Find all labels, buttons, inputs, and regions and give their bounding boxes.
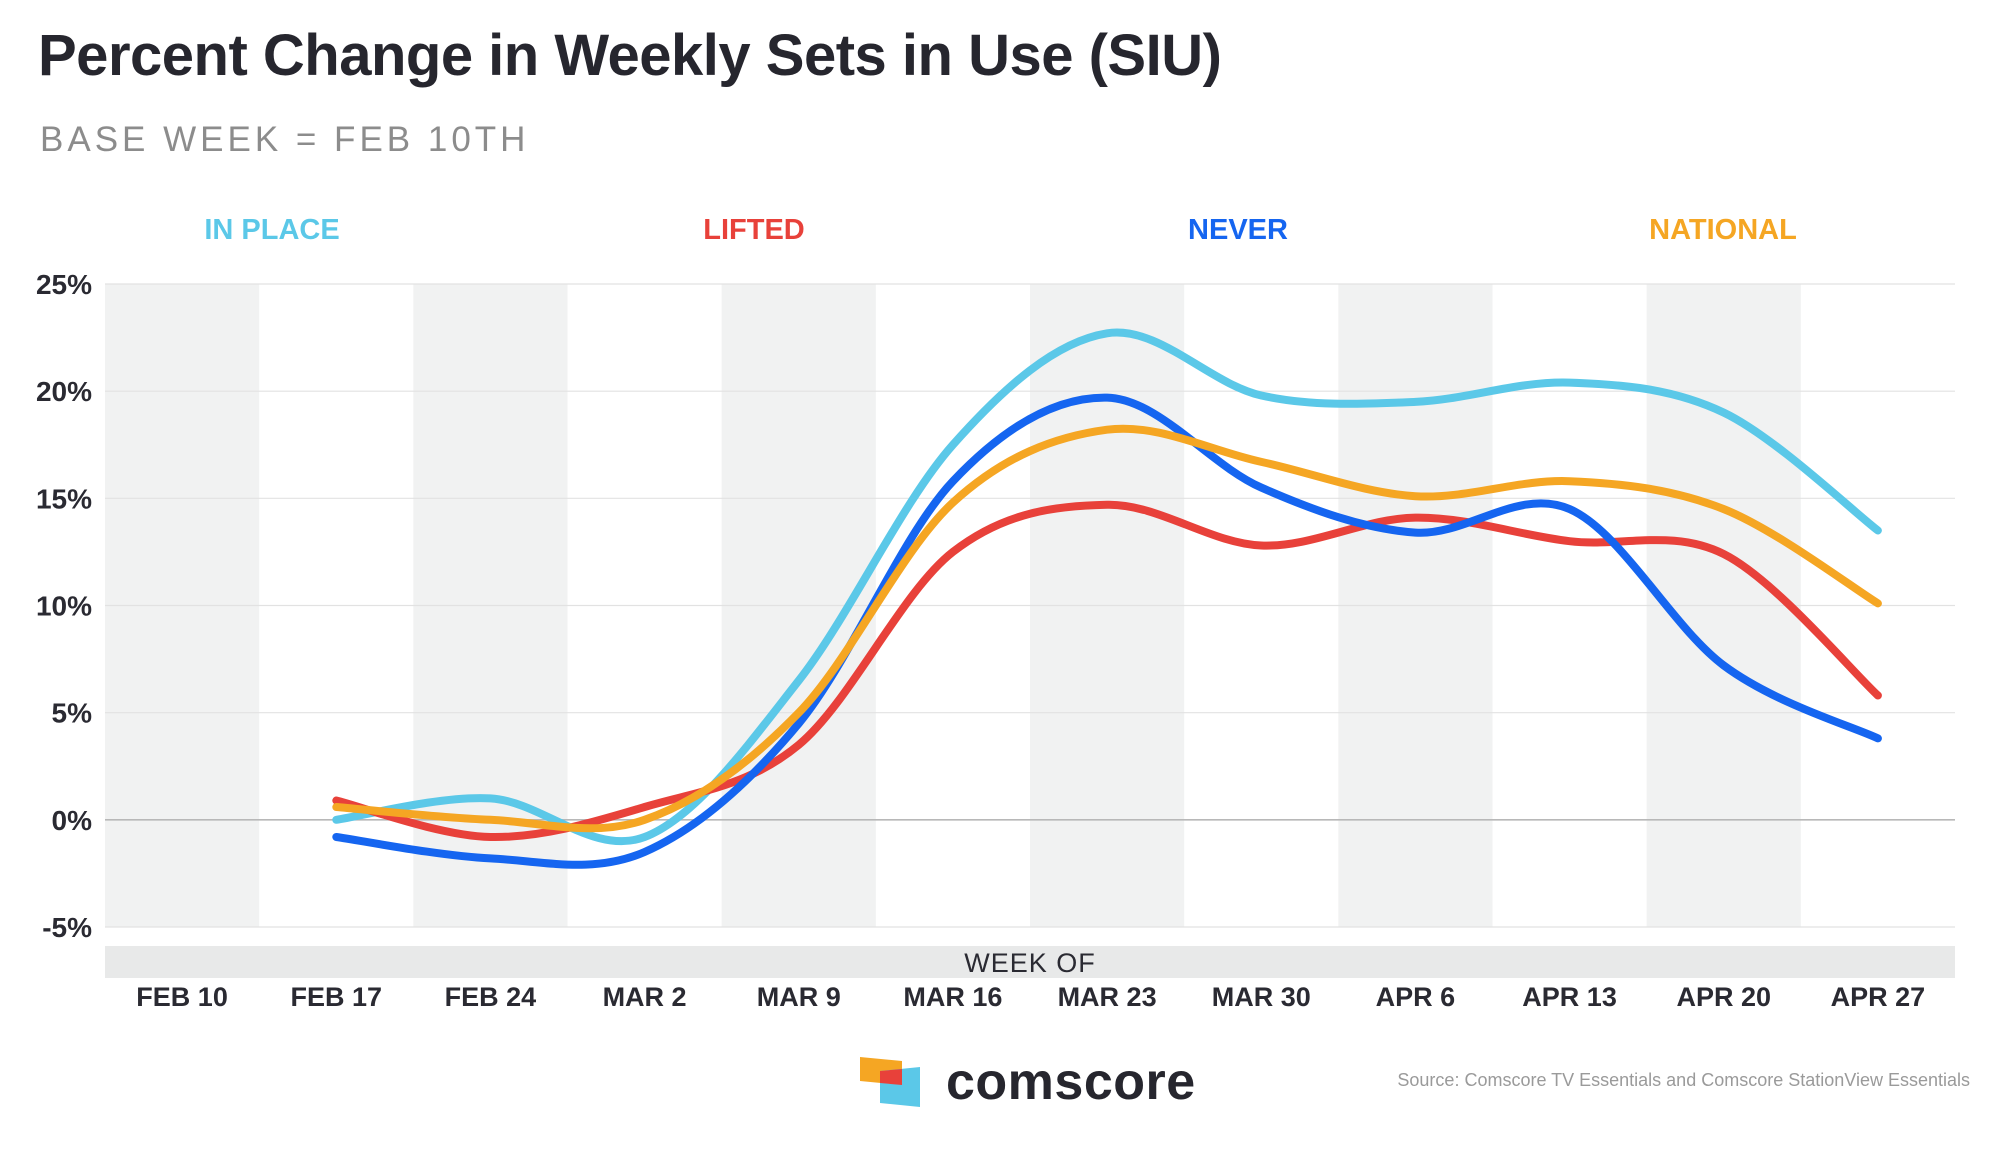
series-line-lifted [332, 500, 1882, 842]
y-tick-label: 5% [52, 698, 93, 729]
y-tick-label: 20% [36, 376, 92, 407]
x-axis: WEEK OF FEB 10 FEB 17 FEB 24 MAR 2 MAR 9 MAR 1… [105, 946, 1955, 1012]
gridlines [105, 283, 1955, 928]
y-tick-label: 10% [36, 591, 92, 622]
legend-entry: NEVER [1188, 214, 1288, 246]
x-axis-strip [105, 946, 1955, 978]
x-tick-label: FEB 10 [136, 982, 228, 1012]
y-tick-label: 0% [52, 805, 93, 836]
y-tick-label: 25% [36, 269, 92, 300]
brand: comscore [858, 1052, 1196, 1112]
legend-entry: LIFTED [703, 214, 805, 246]
y-axis: 25% 20% 15% 10% 5% 0% -5% [36, 269, 92, 943]
legend-entry: IN PLACE [204, 214, 339, 246]
x-tick-label: MAR 30 [1212, 982, 1311, 1012]
x-axis-label: WEEK OF [964, 948, 1096, 978]
comscore-logo-icon [860, 1057, 920, 1107]
legend: IN PLACE LIFTED NEVER NATIONAL [204, 214, 1797, 246]
x-tick-label: MAR 23 [1058, 982, 1157, 1012]
source-note: Source: Comscore TV Essentials and Comsc… [1397, 1070, 1970, 1090]
x-tick-label: APR 6 [1376, 982, 1456, 1012]
y-tick-label: 15% [36, 483, 92, 514]
legend-entry: NATIONAL [1649, 214, 1797, 246]
x-tick-label: FEB 17 [290, 982, 382, 1012]
x-tick-label: APR 13 [1522, 982, 1617, 1012]
series-lines [332, 328, 1882, 869]
brand-name: comscore [946, 1053, 1196, 1111]
chart-subtitle: BASE WEEK = FEB 10TH [40, 120, 530, 159]
x-tick-label: MAR 2 [603, 982, 687, 1012]
series-line-never [332, 393, 1882, 869]
chart-title: Percent Change in Weekly Sets in Use (SI… [38, 23, 1222, 88]
x-tick-label: APR 20 [1676, 982, 1771, 1012]
y-tick-label: -5% [42, 912, 92, 943]
x-tick-label: MAR 9 [757, 982, 841, 1012]
series-line-in-place [332, 328, 1882, 846]
x-tick-label: APR 27 [1831, 982, 1926, 1012]
series-line-national [332, 424, 1882, 833]
x-tick-label: FEB 24 [445, 982, 537, 1012]
x-tick-label: MAR 16 [903, 982, 1002, 1012]
